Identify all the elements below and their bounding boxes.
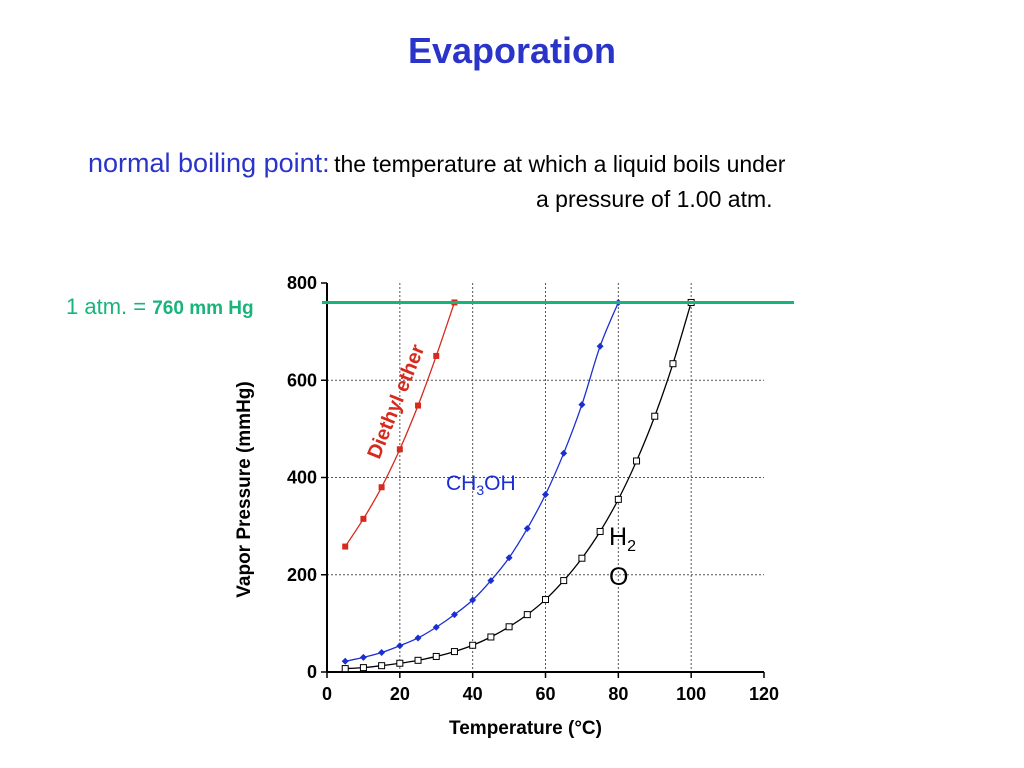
data-point-ch3oh: [542, 491, 549, 499]
y-tick-label: 600: [287, 370, 317, 390]
y-tick-label: 400: [287, 468, 317, 488]
definition-text-line2: a pressure of 1.00 atm.: [536, 186, 773, 212]
data-point-h2o: [487, 633, 495, 641]
series-label-ch3oh: CH3OH: [446, 472, 516, 498]
data-point-h2o: [633, 457, 641, 465]
data-point-h2o: [596, 527, 604, 535]
data-point-diethyl-ether: [342, 543, 349, 550]
data-point-ch3oh: [487, 577, 495, 585]
data-point-ch3oh: [432, 623, 440, 631]
data-point-ch3oh: [414, 634, 422, 642]
slide-title: Evaporation: [407, 30, 617, 71]
series-line-ch3oh: [345, 302, 619, 662]
data-point-h2o: [669, 360, 677, 368]
data-point-h2o: [578, 554, 586, 562]
data-point-h2o: [523, 611, 531, 619]
atm-label-value: 760 mm Hg: [152, 298, 254, 319]
data-point-h2o: [560, 577, 568, 585]
data-point-h2o: [432, 652, 440, 660]
y-axis-label: Vapor Pressure (mmHg): [234, 381, 255, 597]
data-point-ch3oh: [341, 657, 349, 665]
x-tick-label: 120: [749, 684, 779, 704]
data-point-h2o: [651, 412, 659, 420]
x-tick-label: 0: [322, 684, 332, 704]
x-tick-label: 40: [463, 684, 483, 704]
x-axis-label: Temperature (°C): [449, 718, 602, 739]
x-tick-label: 80: [608, 684, 628, 704]
definition-term: normal boiling point:: [88, 148, 330, 178]
x-tick-label: 60: [535, 684, 555, 704]
data-point-h2o: [359, 664, 367, 672]
data-point-diethyl-ether: [433, 352, 440, 359]
data-point-ch3oh: [396, 642, 404, 650]
data-point-h2o: [414, 656, 422, 664]
series-label-h2o: H2 O: [609, 522, 636, 592]
ch3oh-label: CH3OH: [446, 472, 516, 499]
data-point-ch3oh: [505, 554, 513, 562]
definition-text: the temperature at which a liquid boils …: [334, 151, 786, 177]
data-point-ch3oh: [450, 611, 458, 619]
data-point-diethyl-ether: [378, 484, 385, 491]
data-point-ch3oh: [469, 596, 477, 604]
data-point-ch3oh: [578, 401, 586, 409]
data-point-h2o: [469, 641, 477, 649]
data-point-diethyl-ether: [360, 515, 367, 522]
data-point-h2o: [542, 596, 549, 604]
data-point-h2o: [614, 495, 622, 503]
x-tick-label: 20: [390, 684, 410, 704]
x-tick-label: 100: [676, 684, 706, 704]
y-tick-label: 200: [287, 565, 317, 585]
atm-label-text: 1 atm. =: [66, 294, 153, 319]
data-point-diethyl-ether: [396, 446, 403, 453]
data-point-h2o: [378, 662, 386, 670]
y-tick-label: 0: [307, 662, 317, 682]
data-point-ch3oh: [378, 649, 386, 657]
data-point-h2o: [341, 665, 349, 673]
data-point-diethyl-ether: [415, 402, 422, 409]
data-point-ch3oh: [523, 525, 531, 533]
data-point-h2o: [396, 659, 404, 667]
data-point-ch3oh: [560, 449, 568, 457]
definition: normal boiling point: the temperature at…: [88, 148, 988, 212]
data-point-ch3oh: [359, 653, 367, 661]
data-point-h2o: [450, 648, 458, 656]
data-point-h2o: [505, 623, 513, 631]
data-point-ch3oh: [596, 342, 604, 350]
atm-label: 1 atm. = 760 mm Hg: [66, 294, 254, 320]
y-tick-label: 800: [287, 273, 317, 293]
h2o-label: H2 O: [609, 523, 636, 591]
